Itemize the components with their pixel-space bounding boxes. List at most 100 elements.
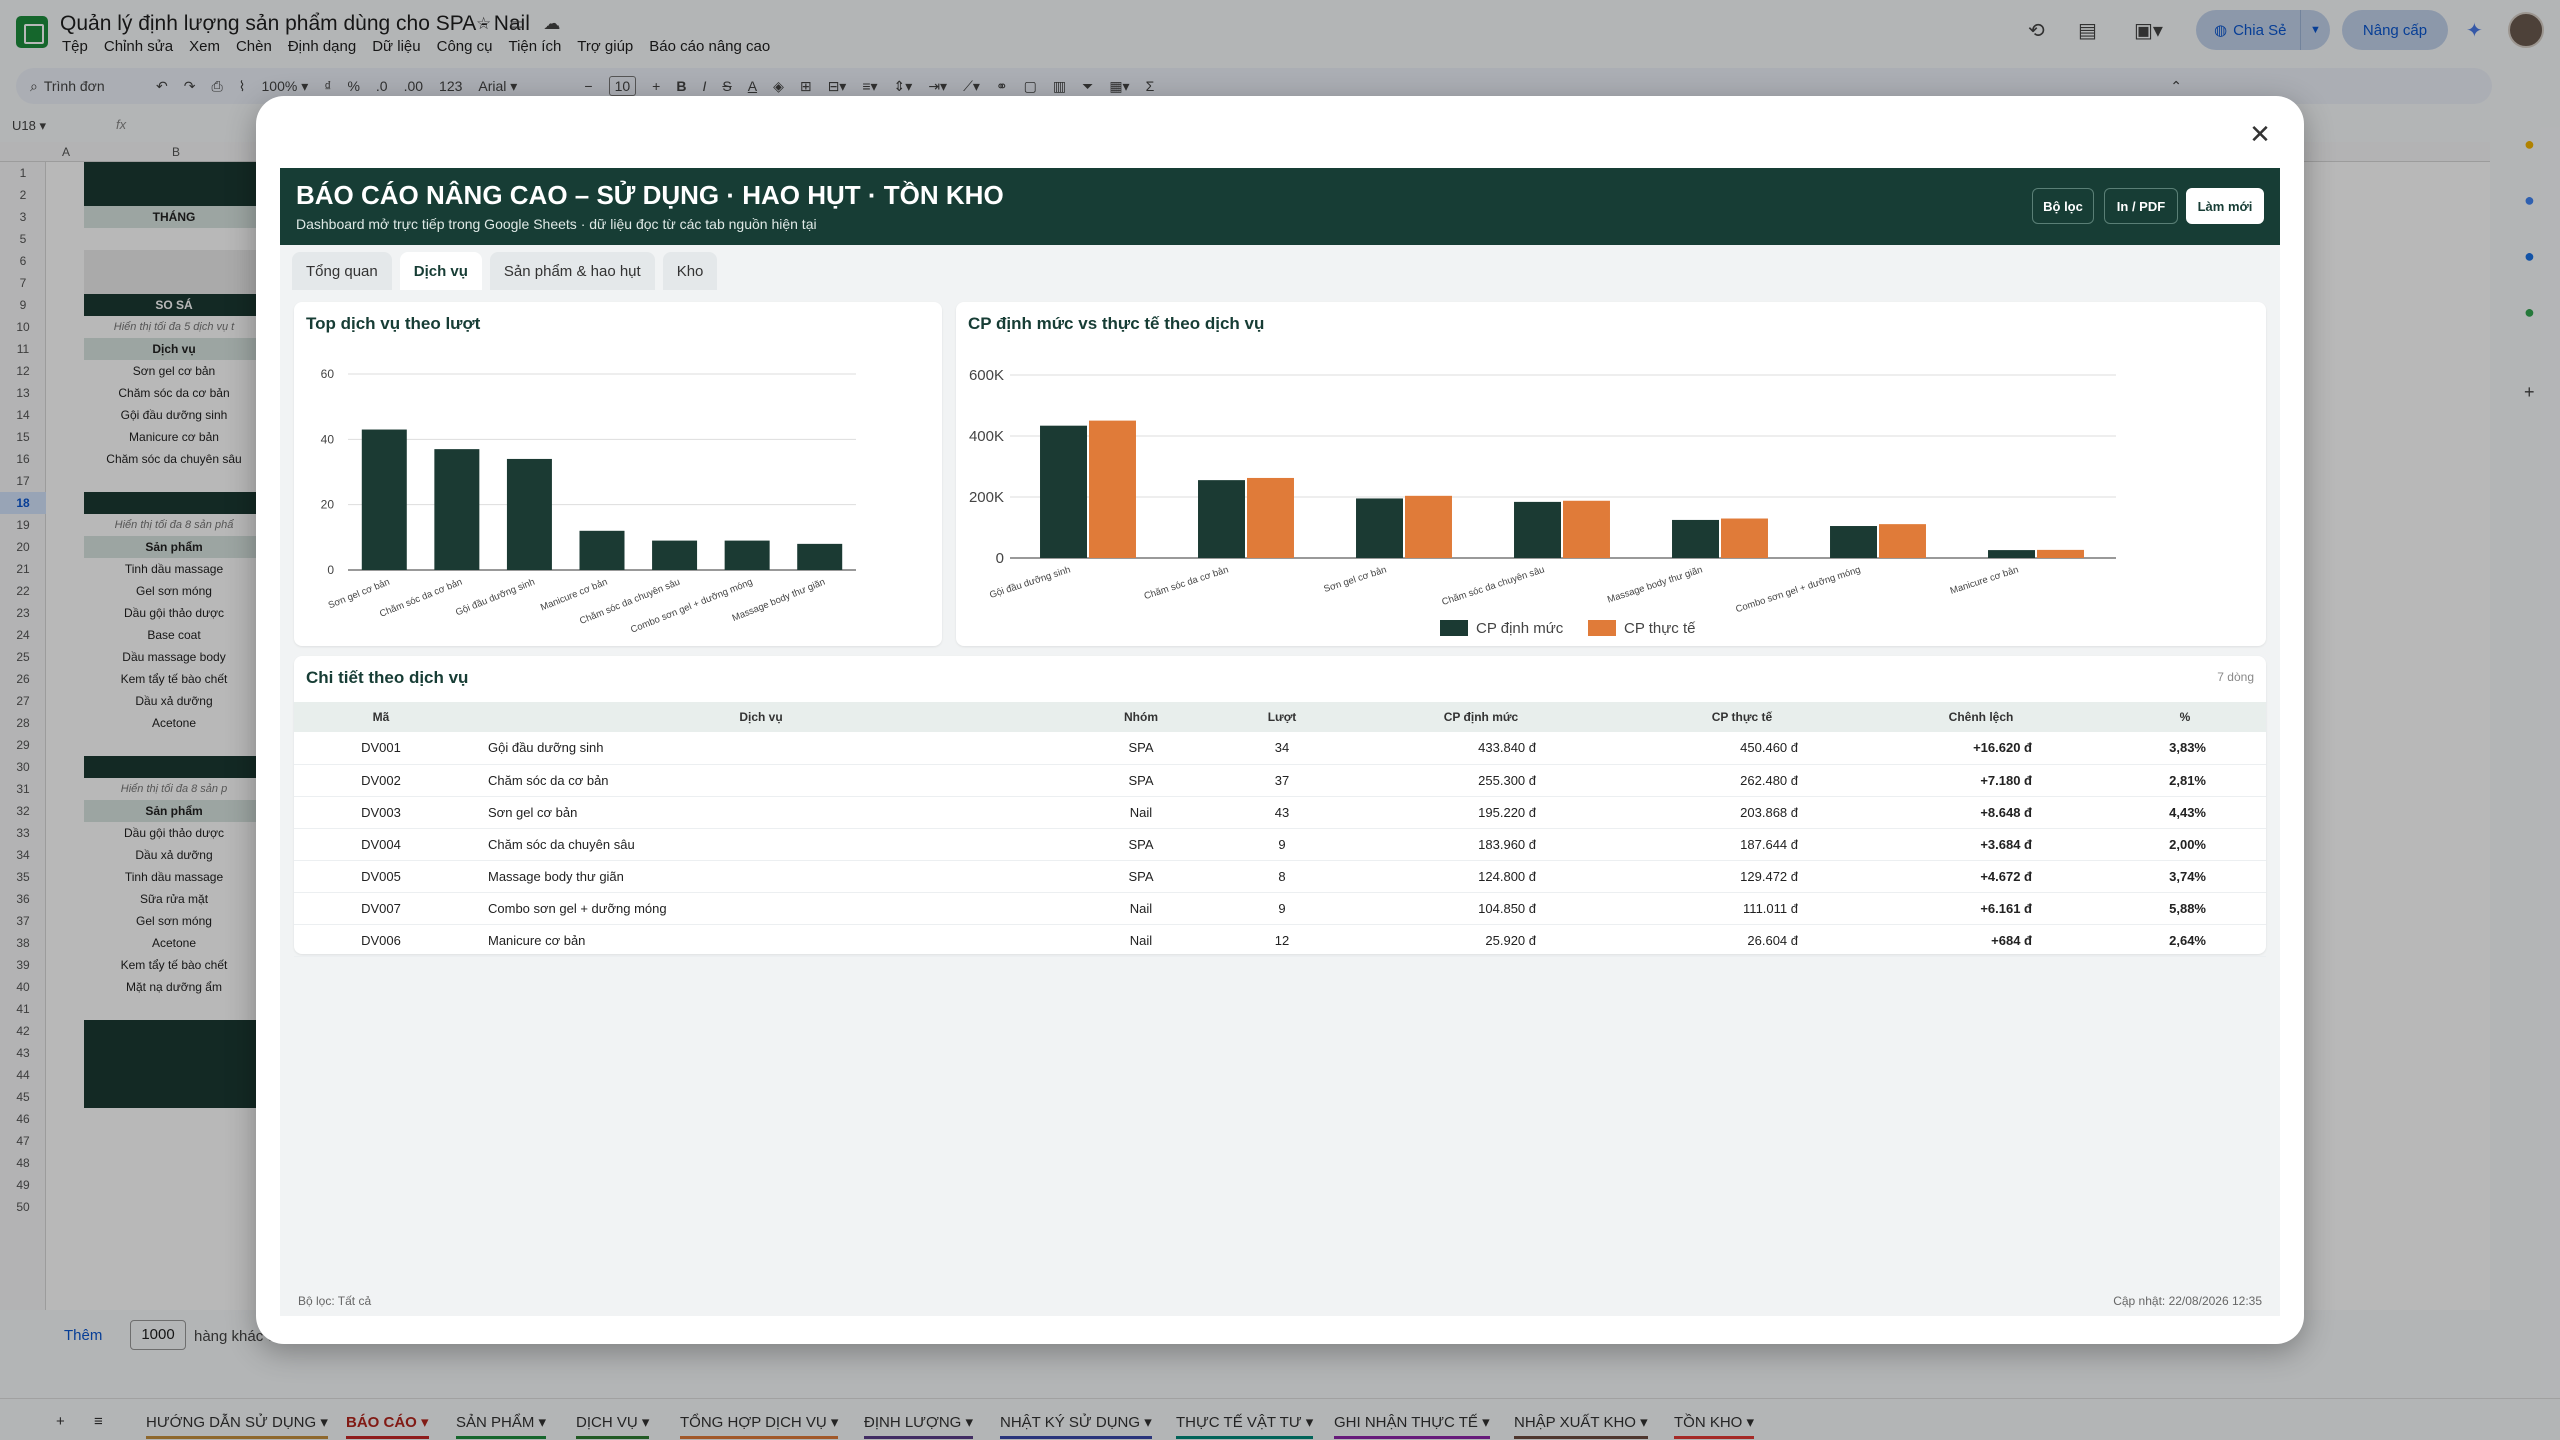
- product-cell[interactable]: Base coat: [147, 628, 201, 642]
- bar-cp-dinh-muc[interactable]: [1988, 550, 2035, 558]
- row-number[interactable]: 37: [16, 914, 30, 928]
- row-number[interactable]: 9: [19, 298, 27, 312]
- row-number[interactable]: 24: [16, 628, 30, 642]
- bar-cp-thuc-te[interactable]: [1879, 524, 1926, 558]
- product-cell[interactable]: Acetone: [151, 716, 197, 730]
- text-wrap-icon[interactable]: ⇥▾: [928, 77, 948, 94]
- row-number[interactable]: 5: [19, 232, 27, 246]
- col-header-a[interactable]: A: [62, 145, 71, 159]
- bar[interactable]: [579, 530, 625, 570]
- row-number[interactable]: 15: [16, 430, 30, 444]
- text-rotate-icon[interactable]: ⟋▾: [963, 77, 980, 94]
- link-icon[interactable]: ⚭: [995, 77, 1008, 94]
- menu-format[interactable]: Định dạng: [287, 38, 357, 55]
- zoom-select[interactable]: 100% ▾: [261, 77, 309, 94]
- sheet-tab-chevron-down-icon[interactable]: ▾: [316, 1414, 328, 1431]
- font-size-decrease-button[interactable]: −: [584, 78, 593, 94]
- row-number[interactable]: 46: [16, 1112, 30, 1126]
- compare-header[interactable]: SO SÁ: [84, 294, 264, 316]
- currency-format-button[interactable]: ₫: [324, 78, 332, 94]
- row-number[interactable]: 28: [16, 716, 30, 730]
- product-cell[interactable]: Gel sơn móng: [136, 914, 212, 928]
- tab-overview[interactable]: Tổng quan: [292, 252, 392, 290]
- sheet-tab[interactable]: GHI NHẬN THỰC TẾ ▾: [1334, 1413, 1490, 1439]
- col-cp-thuc-te[interactable]: CP thực tế: [1626, 702, 1858, 732]
- decrease-decimal-button[interactable]: .0: [375, 78, 388, 94]
- align-horizontal-icon[interactable]: ≡▾: [862, 77, 878, 94]
- tasks-icon[interactable]: ●: [2524, 190, 2535, 210]
- row-number[interactable]: 39: [16, 958, 30, 972]
- row-number[interactable]: 13: [16, 386, 30, 400]
- move-folder-icon[interactable]: ▭: [509, 14, 526, 33]
- filter-button[interactable]: Bộ lọc: [2032, 188, 2094, 224]
- tab-inventory[interactable]: Kho: [662, 252, 718, 290]
- row-number[interactable]: 40: [16, 980, 30, 994]
- number-format-button[interactable]: 123: [439, 78, 463, 94]
- bar[interactable]: [797, 543, 843, 570]
- filter-icon[interactable]: ⏷: [1082, 77, 1094, 94]
- row-number[interactable]: 12: [16, 364, 30, 378]
- font-size-increase-button[interactable]: +: [652, 78, 661, 94]
- bar[interactable]: [506, 458, 552, 570]
- table-row[interactable]: DV003 Sơn gel cơ bản Nail 43 195.220 đ 203.86…: [294, 796, 2266, 829]
- row-number[interactable]: 41: [16, 1002, 30, 1016]
- maps-icon[interactable]: ●: [2524, 302, 2535, 322]
- sheet-tab-chevron-down-icon[interactable]: ▾: [637, 1414, 650, 1431]
- row-number[interactable]: 17: [16, 474, 30, 488]
- col-nhom[interactable]: Nhóm: [1054, 702, 1228, 732]
- product-cell[interactable]: Dầu gội thảo dược: [124, 826, 224, 840]
- row-number[interactable]: 20: [16, 540, 30, 554]
- menu-view[interactable]: Xem: [189, 38, 220, 55]
- service-header[interactable]: Dịch vụ: [84, 338, 264, 360]
- row-number[interactable]: 23: [16, 606, 30, 620]
- align-vertical-icon[interactable]: ⇕▾: [893, 77, 913, 94]
- sheet-tab-chevron-down-icon[interactable]: ▾: [1742, 1414, 1755, 1431]
- functions-icon[interactable]: Σ: [1145, 78, 1155, 94]
- col-header-b[interactable]: B: [172, 145, 181, 159]
- menu-edit[interactable]: Chỉnh sửa: [103, 38, 174, 55]
- product-cell[interactable]: Gel sơn móng: [136, 584, 212, 598]
- month-block[interactable]: [84, 250, 264, 294]
- menu-data[interactable]: Dữ liệu: [372, 38, 421, 55]
- product-cell[interactable]: Tinh dầu massage: [124, 870, 224, 884]
- undo-icon[interactable]: ↶: [156, 77, 168, 94]
- fill-color-icon[interactable]: ◈: [773, 77, 784, 94]
- bar-cp-dinh-muc[interactable]: [1356, 498, 1403, 558]
- comment-icon[interactable]: ▤: [2078, 20, 2097, 42]
- product-header[interactable]: Sản phẩm: [84, 800, 264, 822]
- row-number[interactable]: 19: [16, 518, 30, 532]
- service-cell[interactable]: Chăm sóc da cơ bản: [118, 386, 230, 400]
- product-header[interactable]: Sản phẩm: [84, 536, 264, 558]
- sheet-tab[interactable]: HƯỚNG DẪN SỬ DỤNG ▾: [146, 1413, 328, 1439]
- row-number[interactable]: 1: [19, 166, 27, 180]
- month-header[interactable]: THÁNG: [84, 206, 264, 228]
- sheet-tab-chevron-down-icon[interactable]: ▾: [1301, 1414, 1314, 1431]
- row-number[interactable]: 48: [16, 1156, 30, 1170]
- insert-chart-icon[interactable]: ▥: [1052, 77, 1067, 94]
- bar-cp-dinh-muc[interactable]: [1040, 425, 1087, 558]
- paint-format-icon[interactable]: ⌇: [238, 77, 246, 94]
- star-icon[interactable]: ☆: [476, 14, 492, 33]
- table-row[interactable]: DV006 Manicure cơ bản Nail 12 25.920 đ 26.604…: [294, 924, 2266, 957]
- font-size-input[interactable]: 10: [608, 76, 637, 96]
- font-select[interactable]: Arial ▾: [478, 77, 518, 94]
- col-cp-dinh-muc[interactable]: CP định mức: [1336, 702, 1626, 732]
- bar-cp-dinh-muc[interactable]: [1198, 480, 1245, 558]
- note-top8[interactable]: Hiển thị tối đa 8 sản p: [120, 783, 228, 795]
- bar-cp-thuc-te[interactable]: [2037, 549, 2084, 558]
- row-number[interactable]: 7: [19, 276, 27, 290]
- sheet-tab[interactable]: ĐỊNH LƯỢNG ▾: [864, 1413, 974, 1439]
- service-cell[interactable]: Chăm sóc da chuyên sâu: [106, 452, 242, 466]
- service-cell[interactable]: Gội đầu dưỡng sinh: [120, 408, 228, 422]
- row-number[interactable]: 18: [0, 492, 46, 514]
- history-icon[interactable]: ⟲: [2028, 20, 2045, 42]
- contacts-icon[interactable]: ●: [2524, 246, 2535, 266]
- hide-menus-chevron-up-icon[interactable]: ⌃: [2170, 77, 2182, 94]
- row-number[interactable]: 36: [16, 892, 30, 906]
- bar-cp-dinh-muc[interactable]: [1672, 519, 1719, 558]
- sheet-tab[interactable]: BÁO CÁO ▾: [346, 1413, 429, 1439]
- sheet-tab-chevron-down-icon[interactable]: ▾: [1477, 1414, 1490, 1431]
- avatar[interactable]: [2508, 12, 2544, 48]
- filter-views-icon[interactable]: ▦▾: [1109, 77, 1130, 94]
- row-number[interactable]: 10: [16, 320, 30, 334]
